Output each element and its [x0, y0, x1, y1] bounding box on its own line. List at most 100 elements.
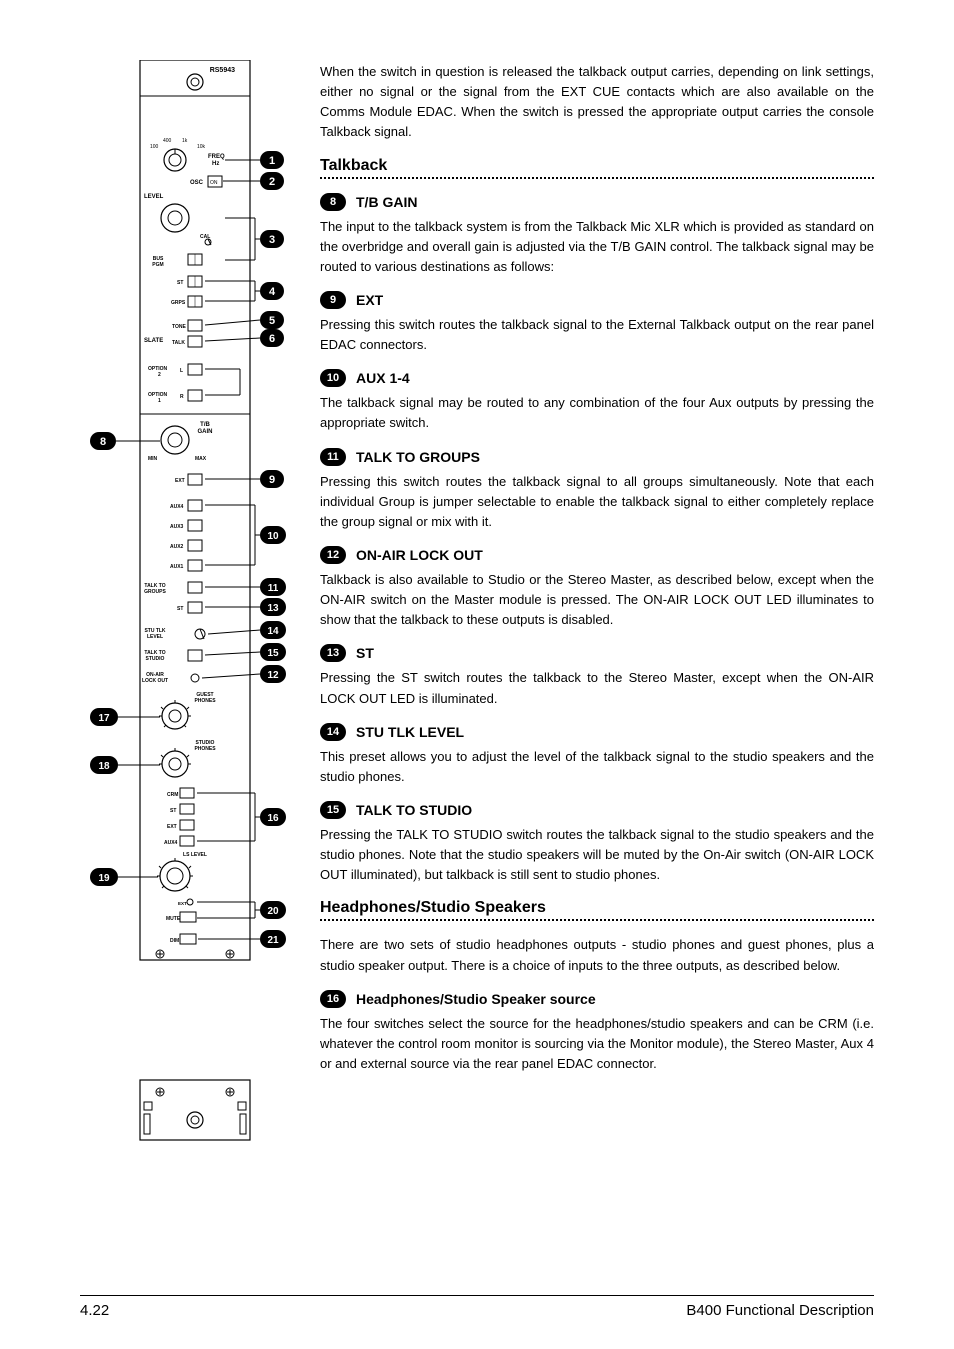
badge-15: 15	[320, 801, 346, 819]
title-16: Headphones/Studio Speaker source	[356, 991, 596, 1007]
body-10: The talkback signal may be routed to any…	[320, 393, 874, 433]
svg-text:CRM: CRM	[167, 792, 178, 798]
title-8: T/B GAIN	[356, 194, 417, 210]
doc-title: B400 Functional Description	[686, 1302, 874, 1319]
section-headphones: Headphones/Studio Speakers	[320, 899, 874, 917]
svg-text:ST: ST	[177, 280, 183, 286]
body-16: The four switches select the source for …	[320, 1014, 874, 1074]
body-12: Talkback is also available to Studio or …	[320, 570, 874, 630]
title-15: TALK TO STUDIO	[356, 802, 472, 818]
badge-13: 13	[320, 644, 346, 662]
body-14: This preset allows you to adjust the lev…	[320, 747, 874, 787]
item-15: 15 TALK TO STUDIO Pressing the TALK TO S…	[320, 801, 874, 885]
item-8: 8 T/B GAIN The input to the talkback sys…	[320, 193, 874, 277]
svg-text:SLATE: SLATE	[144, 338, 163, 344]
svg-text:12: 12	[267, 670, 279, 681]
panel-header: RS5943	[210, 67, 235, 74]
svg-text:15: 15	[267, 648, 279, 659]
svg-text:GAIN: GAIN	[198, 429, 213, 435]
svg-text:AUX1: AUX1	[170, 564, 184, 570]
svg-text:13: 13	[267, 603, 279, 614]
svg-text:6: 6	[269, 333, 275, 345]
svg-text:Hz: Hz	[212, 161, 219, 167]
svg-text:100: 100	[150, 144, 159, 150]
svg-text:GRPS: GRPS	[171, 300, 186, 306]
title-13: ST	[356, 645, 374, 661]
svg-text:AUX4: AUX4	[164, 840, 178, 846]
svg-text:10k: 10k	[197, 144, 206, 150]
item-12: 12 ON-AIR LOCK OUT Talkback is also avai…	[320, 546, 874, 630]
svg-text:ON: ON	[210, 180, 218, 186]
svg-text:L: L	[180, 368, 183, 374]
intro-para: When the switch in question is released …	[320, 62, 874, 143]
svg-text:PHONES: PHONES	[194, 698, 216, 704]
body-8: The input to the talkback system is from…	[320, 217, 874, 277]
svg-text:AUX4: AUX4	[170, 504, 184, 510]
svg-text:EXT: EXT	[175, 478, 185, 484]
title-11: TALK TO GROUPS	[356, 449, 480, 465]
svg-text:MIN: MIN	[148, 456, 158, 462]
svg-text:STUDIO: STUDIO	[146, 656, 165, 662]
svg-text:MAX: MAX	[195, 456, 207, 462]
svg-text:GROUPS: GROUPS	[144, 589, 166, 595]
body-11: Pressing this switch routes the talkback…	[320, 472, 874, 532]
svg-text:PGM: PGM	[152, 262, 163, 268]
svg-text:ST: ST	[177, 606, 183, 612]
item-13: 13 ST Pressing the ST switch routes the …	[320, 644, 874, 708]
headphones-intro: There are two sets of studio headphones …	[320, 935, 874, 975]
badge-12: 12	[320, 546, 346, 564]
svg-text:MUTE: MUTE	[166, 916, 181, 922]
page-number: 4.22	[80, 1302, 109, 1319]
rule	[320, 177, 874, 179]
svg-text:14: 14	[267, 626, 279, 637]
svg-text:AUX2: AUX2	[170, 544, 184, 550]
svg-text:LOCK OUT: LOCK OUT	[142, 678, 168, 684]
title-10: AUX 1-4	[356, 370, 410, 386]
svg-text:3: 3	[269, 234, 275, 246]
badge-11: 11	[320, 448, 346, 466]
content: When the switch in question is released …	[320, 60, 874, 1165]
panel-svg: RS5943 100 400 1k 10k FREQ Hz OSC ON	[60, 60, 290, 1160]
svg-text:17: 17	[98, 713, 110, 724]
svg-text:9: 9	[269, 474, 275, 486]
section-talkback: Talkback	[320, 157, 874, 175]
svg-text:EXT: EXT	[167, 824, 177, 830]
item-10: 10 AUX 1-4 The talkback signal may be ro…	[320, 369, 874, 433]
svg-text:OSC: OSC	[190, 180, 204, 186]
item-16: 16 Headphones/Studio Speaker source The …	[320, 990, 874, 1074]
svg-text:4: 4	[269, 286, 276, 298]
svg-text:2: 2	[158, 372, 161, 378]
svg-text:TALK: TALK	[172, 340, 185, 346]
svg-text:400: 400	[163, 138, 172, 144]
module-diagram: RS5943 100 400 1k 10k FREQ Hz OSC ON	[60, 60, 290, 1165]
svg-text:5: 5	[269, 315, 275, 327]
badge-16: 16	[320, 990, 346, 1008]
badge-14: 14	[320, 723, 346, 741]
body-15: Pressing the TALK TO STUDIO switch route…	[320, 825, 874, 885]
title-14: STU TLK LEVEL	[356, 724, 464, 740]
footer: 4.22 B400 Functional Description	[80, 1295, 874, 1319]
title-9: EXT	[356, 292, 383, 308]
svg-text:21: 21	[267, 935, 279, 946]
item-9: 9 EXT Pressing this switch routes the ta…	[320, 291, 874, 355]
title-12: ON-AIR LOCK OUT	[356, 547, 483, 563]
badge-10: 10	[320, 369, 346, 387]
badge-8: 8	[320, 193, 346, 211]
badge-9: 9	[320, 291, 346, 309]
svg-text:1: 1	[158, 398, 161, 404]
body-13: Pressing the ST switch routes the talkba…	[320, 668, 874, 708]
body-9: Pressing this switch routes the talkback…	[320, 315, 874, 355]
svg-text:16: 16	[267, 813, 279, 824]
svg-text:20: 20	[267, 906, 279, 917]
svg-text:PHONES: PHONES	[194, 746, 216, 752]
svg-text:11: 11	[268, 583, 279, 594]
item-14: 14 STU TLK LEVEL This preset allows you …	[320, 723, 874, 787]
svg-text:EXT: EXT	[178, 901, 187, 906]
svg-text:18: 18	[98, 761, 110, 772]
rule-2	[320, 919, 874, 921]
svg-text:1k: 1k	[182, 138, 188, 144]
svg-text:10: 10	[267, 531, 279, 542]
svg-text:19: 19	[98, 873, 110, 884]
svg-text:R: R	[180, 394, 184, 400]
svg-text:T/B: T/B	[200, 422, 210, 428]
